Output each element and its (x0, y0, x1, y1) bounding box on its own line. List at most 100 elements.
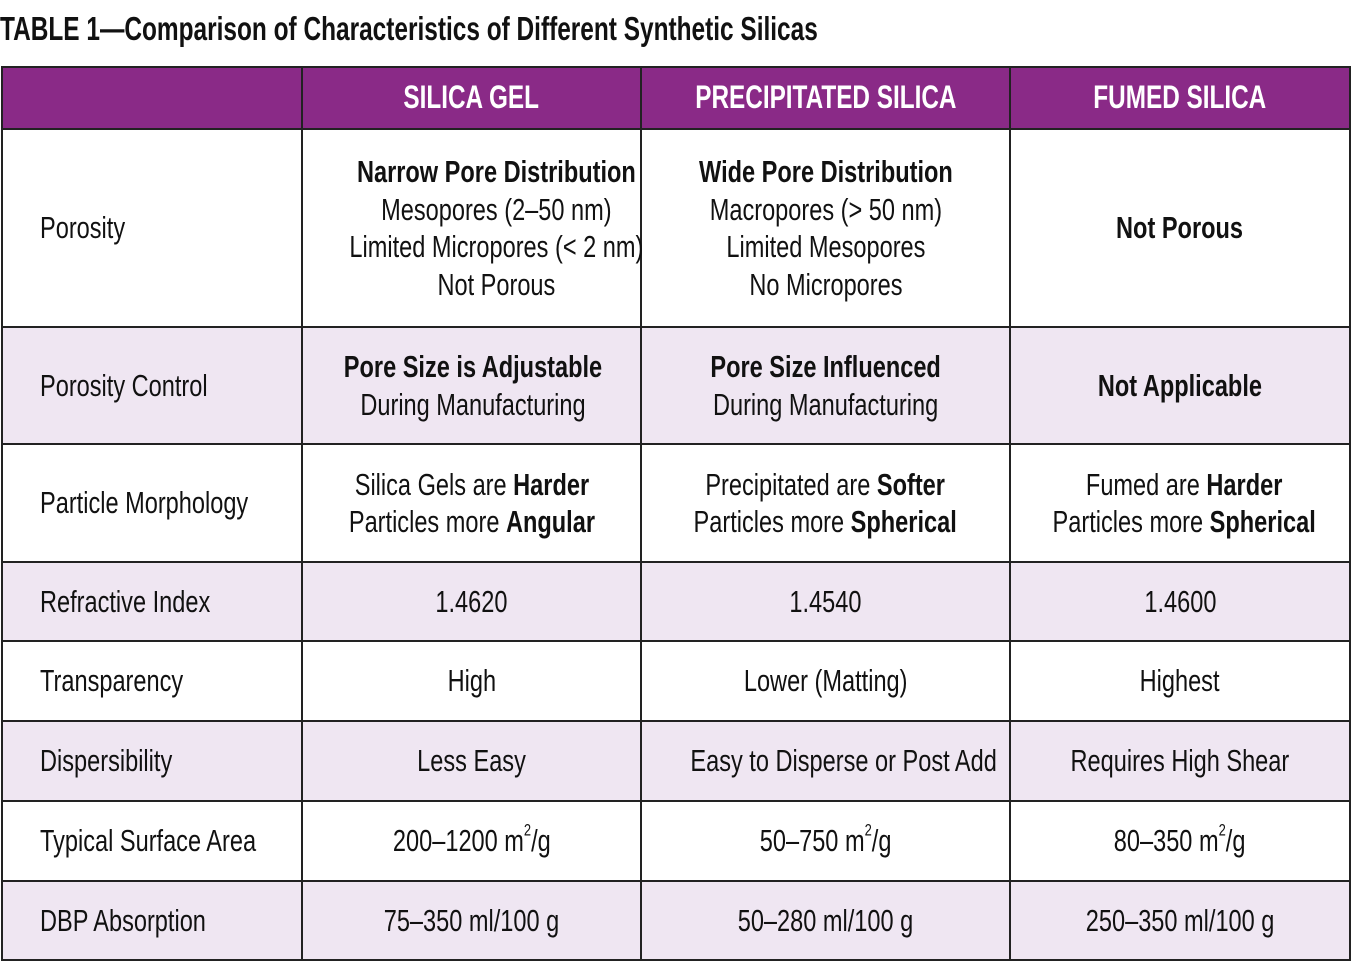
text: High (447, 663, 496, 699)
row-label: Transparency (40, 663, 184, 699)
cell-content: Less Easy (417, 742, 526, 780)
text: 1.4620 (435, 583, 508, 619)
row-label: Typical Surface Area (40, 823, 257, 859)
cell-line: Requires High Shear (1071, 742, 1290, 780)
column-header: SILICA GEL (301, 66, 642, 130)
table-cell: Lower (Matting) (640, 640, 1011, 722)
column-header-label: PRECIPITATED SILICA (694, 79, 957, 116)
table-row: Particle Morphology Silica Gels are Harde… (1, 443, 1351, 563)
table-cell: High (301, 640, 642, 722)
text: Requires High Shear (1070, 743, 1290, 779)
cell-line: Not Porous (349, 266, 643, 304)
cell-line: 250–350 ml/100 g (1086, 902, 1275, 940)
bold-text: Pore Size Influenced (710, 349, 941, 384)
cell-content: Pore Size Influenced During Manufacturing (710, 348, 940, 423)
table-cell: 75–350 ml/100 g (301, 880, 642, 961)
bold-text: Narrow Pore Distribution (356, 154, 636, 189)
cell-line: Highest (1140, 662, 1220, 700)
row-label: Refractive Index (40, 583, 211, 619)
bold-text: Not Applicable (1097, 367, 1263, 403)
table-title: TABLE 1—Comparison of Characteristics of… (0, 10, 818, 47)
bold-text: Angular (505, 504, 595, 539)
cell-content: 200–1200 m2/g (393, 822, 551, 860)
row-label-cell: Dispersibility (1, 720, 303, 802)
text: 250–350 ml/100 g (1085, 902, 1275, 938)
text: Particles more (348, 504, 506, 539)
table-cell: Highest (1009, 640, 1351, 722)
cell-content: 80–350 m2/g (1114, 822, 1246, 860)
cell-content: 1.4600 (1144, 583, 1216, 621)
cell-content: Precipitated are Softer Particles more Sp… (694, 466, 957, 541)
cell-line: 1.4600 (1144, 583, 1216, 621)
table-row: Transparency High Lower (Matting) Highest (1, 640, 1351, 722)
table-row: Refractive Index 1.4620 1.4540 1.4600 (1, 561, 1351, 642)
cell-line: Lower (Matting) (744, 662, 908, 700)
cell-content: Silica Gels are Harder Particles more Ang… (348, 466, 594, 541)
cell-content: Fumed are Harder Particles more Spherical (1053, 466, 1316, 541)
cell-content: 250–350 ml/100 g (1086, 902, 1275, 940)
silica-comparison-table: SILICA GEL PRECIPITATED SILICA FUMED SILIC… (1, 66, 1351, 961)
cell-line: 1.4540 (789, 583, 861, 621)
cell-line: 50–750 m2/g (760, 822, 892, 860)
text: /g (1226, 823, 1246, 859)
cell-line: Less Easy (417, 742, 526, 780)
table-cell: Pore Size Influenced During Manufacturing (640, 326, 1011, 445)
row-label-cell: Porosity Control (1, 326, 303, 445)
text: Macropores (> 50 nm) (709, 191, 942, 227)
text: No Micropores (748, 266, 903, 302)
text: 75–350 ml/100 g (383, 902, 560, 938)
column-header-label: SILICA GEL (403, 79, 540, 116)
superscript: 2 (1218, 820, 1227, 840)
cell-line: 75–350 ml/100 g (384, 902, 560, 940)
cell-line: Mesopores (2–50 nm) (349, 191, 643, 229)
cell-content: Not Porous (1117, 209, 1244, 247)
text: Less Easy (417, 743, 526, 779)
text: 50–750 m (759, 823, 865, 859)
bold-text: Pore Size is Adjustable (343, 349, 603, 384)
cell-line: Not Porous (1117, 209, 1244, 247)
bold-text: Not Porous (1116, 210, 1244, 246)
text: Limited Micropores (< 2 nm) (349, 229, 644, 264)
table-row: Typical Surface Area 200–1200 m2/g 50–750 … (1, 800, 1351, 882)
cell-line: Particles more Spherical (694, 503, 957, 541)
text: During Manufacturing (360, 386, 586, 422)
cell-line: Limited Mesopores (699, 228, 953, 266)
cell-line: Precipitated are Softer (694, 466, 957, 504)
text: 50–280 ml/100 g (737, 902, 914, 938)
cell-line: Macropores (> 50 nm) (699, 191, 953, 229)
text: Limited Mesopores (725, 229, 926, 264)
row-label-cell: Refractive Index (1, 561, 303, 642)
cell-content: Pore Size is Adjustable During Manufactur… (344, 348, 602, 423)
row-label: Porosity Control (40, 367, 208, 403)
text: /g (871, 823, 892, 859)
cell-content: Wide Pore Distribution Macropores (> 50 n… (699, 153, 953, 303)
cell-line: 1.4620 (435, 583, 507, 621)
bold-text: Softer (877, 466, 946, 502)
cell-line: Fumed are Harder (1053, 466, 1316, 504)
header-row: SILICA GEL PRECIPITATED SILICA FUMED SILIC… (1, 66, 1351, 130)
cell-line: During Manufacturing (710, 386, 940, 424)
cell-content: Requires High Shear (1071, 742, 1290, 780)
cell-line: 200–1200 m2/g (393, 822, 551, 860)
text: 1.4540 (789, 583, 862, 619)
cell-line: 50–280 ml/100 g (738, 902, 914, 940)
text: Silica Gels are (354, 466, 513, 502)
cell-content: 50–280 ml/100 g (738, 902, 914, 940)
table-cell: Requires High Shear (1009, 720, 1351, 802)
cell-line: No Micropores (699, 266, 953, 304)
table-cell: Not Applicable (1009, 326, 1351, 445)
text: Precipitated are (705, 466, 878, 502)
table-row: Porosity Narrow Pore Distribution Mesopore… (1, 128, 1351, 328)
bold-text: Spherical (851, 504, 958, 539)
table-cell: Fumed are Harder Particles more Spherical (1009, 443, 1351, 563)
table-row: DBP Absorption 75–350 ml/100 g 50–280 ml/1… (1, 880, 1351, 961)
table-cell: 1.4600 (1009, 561, 1351, 642)
bold-text: Wide Pore Distribution (698, 154, 953, 189)
column-header-label: FUMED SILICA (1093, 79, 1267, 116)
bold-text: Harder (512, 466, 589, 502)
text: Not Porous (437, 266, 556, 302)
table-cell: 80–350 m2/g (1009, 800, 1351, 882)
table-cell: Pore Size is Adjustable During Manufactur… (301, 326, 642, 445)
cell-line: Silica Gels are Harder (348, 466, 594, 504)
text: Highest (1140, 663, 1220, 699)
